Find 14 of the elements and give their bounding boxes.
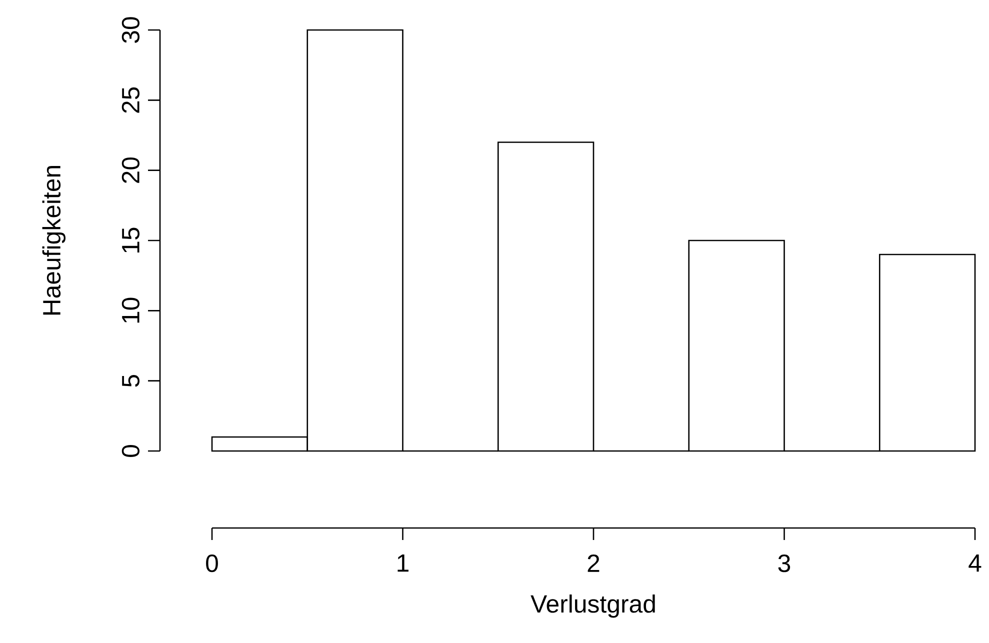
y-tick-label: 30 <box>122 17 140 43</box>
x-tick-label: 1 <box>398 554 408 572</box>
x-tick-label: 3 <box>778 554 790 572</box>
x-axis-title: Verlustgrad <box>530 594 655 618</box>
y-tick-label: 25 <box>122 87 140 113</box>
x-tick-label: 0 <box>206 554 218 572</box>
y-axis-title: Haeufigkeiten <box>42 166 66 315</box>
y-tick-label: 15 <box>122 228 140 252</box>
y-tick-label: 20 <box>122 157 140 183</box>
y-tick-label: 10 <box>122 298 140 323</box>
y-tick-label: 5 <box>122 374 140 387</box>
x-tick-label: 4 <box>968 554 982 572</box>
y-tick-label: 0 <box>122 445 140 457</box>
x-tick-label: 2 <box>588 554 600 572</box>
